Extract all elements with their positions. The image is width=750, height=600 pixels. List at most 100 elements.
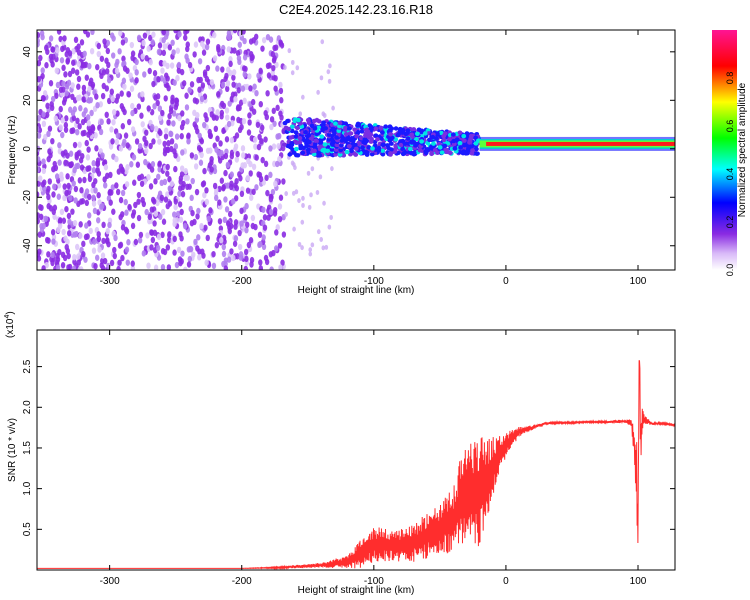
heatmap-cell <box>120 39 126 46</box>
heatmap-cell <box>218 225 224 232</box>
heatmap-cell <box>63 159 68 167</box>
colorbar-tick-label: 0.2 <box>725 216 735 229</box>
heatmap-cell <box>157 160 162 167</box>
heatmap-cell <box>75 117 80 125</box>
heatmap-cell <box>77 266 82 270</box>
heatmap-cell <box>272 44 277 52</box>
heatmap-cell <box>161 49 167 57</box>
spectrogram-x-tick-label: 0 <box>503 276 509 287</box>
heatmap-cell <box>297 198 301 204</box>
heatmap-cell <box>37 191 40 198</box>
heatmap-cell <box>219 177 225 184</box>
heatmap-cell <box>223 169 228 177</box>
heatmap-cell <box>75 243 80 251</box>
heatmap-cell <box>197 58 203 65</box>
heatmap-cell <box>383 124 389 129</box>
heatmap-cell <box>343 132 349 137</box>
heatmap-cell <box>237 229 242 237</box>
heatmap-cell <box>55 47 60 54</box>
heatmap-cell <box>251 163 257 171</box>
heatmap-cell <box>290 59 295 65</box>
heatmap-cell <box>202 167 207 175</box>
heatmap-cell <box>167 112 172 120</box>
heatmap-cell <box>160 264 166 270</box>
heatmap-cell <box>144 55 149 62</box>
heatmap-cell <box>193 41 199 48</box>
heatmap-cell <box>277 155 282 163</box>
heatmap-cell <box>297 241 302 247</box>
heatmap-cell <box>172 211 177 218</box>
heatmap-cell <box>134 138 140 145</box>
heatmap-cell <box>61 228 66 236</box>
heatmap-cell <box>96 192 101 199</box>
heatmap-cell <box>260 156 265 164</box>
heatmap-cell <box>368 139 374 144</box>
heatmap-cell <box>177 201 183 208</box>
heatmap-cell <box>189 219 195 227</box>
heatmap-cell <box>62 35 67 42</box>
heatmap-cell <box>310 166 315 172</box>
heatmap-cell <box>129 161 134 168</box>
heatmap-cell <box>54 67 60 74</box>
heatmap-cell <box>172 79 177 86</box>
heatmap-cell <box>80 152 85 160</box>
snr-y-tick-label: 2.0 <box>22 400 33 414</box>
heatmap-cell <box>214 114 219 121</box>
heatmap-cell <box>121 55 126 62</box>
heatmap-cell <box>294 125 300 131</box>
heatmap-cell <box>214 146 219 153</box>
heatmap-cell <box>43 215 49 223</box>
heatmap-cell <box>118 196 124 204</box>
heatmap-cell <box>249 194 254 201</box>
heatmap-cell <box>155 99 160 107</box>
heatmap-cell <box>239 220 244 227</box>
heatmap-cell <box>215 65 220 72</box>
heatmap-cell <box>199 222 204 230</box>
heatmap-cell <box>464 131 470 136</box>
heatmap-cell <box>352 127 358 132</box>
heatmap-cell <box>322 200 326 206</box>
heatmap-cell <box>82 61 87 69</box>
heatmap-cell <box>117 48 122 55</box>
heatmap-cell <box>62 194 67 202</box>
heatmap-cell <box>66 212 72 220</box>
heatmap-cell <box>71 180 76 187</box>
heatmap-cell <box>180 149 185 156</box>
heatmap-cell <box>43 133 48 141</box>
heatmap-cell <box>268 195 274 203</box>
heatmap-cell <box>122 83 127 90</box>
heatmap-cell <box>225 85 230 93</box>
heatmap-cell <box>84 139 89 147</box>
heatmap-cell <box>76 43 81 50</box>
heatmap-cell <box>287 48 292 54</box>
snr-y-tick-label: 2.5 <box>22 359 33 373</box>
heatmap-cell <box>140 53 145 60</box>
heatmap-cell <box>441 133 447 139</box>
heatmap-cell <box>264 174 269 182</box>
heatmap-cell <box>61 64 66 72</box>
heatmap-cell <box>165 191 170 198</box>
heatmap-cell <box>463 151 469 156</box>
heatmap-cell <box>226 30 232 37</box>
heatmap-cell <box>44 111 50 119</box>
heatmap-cell <box>95 160 101 168</box>
heatmap-cell <box>285 118 290 124</box>
heatmap-cell <box>110 32 115 39</box>
heatmap-cell <box>91 160 96 167</box>
heatmap-cell <box>249 51 254 58</box>
heatmap-cell <box>84 199 90 207</box>
heatmap-cell <box>178 231 183 238</box>
heatmap-cell <box>368 132 374 137</box>
spectrogram-y-tick-label: -20 <box>22 190 33 205</box>
heatmap-cell <box>148 183 154 190</box>
heatmap-cell <box>47 125 53 132</box>
snr-y-tick-label: 0.5 <box>22 522 33 536</box>
heatmap-cell <box>202 69 208 76</box>
heatmap-cell <box>91 194 96 201</box>
heatmap-cell <box>37 217 40 225</box>
heatmap-cell <box>52 204 58 211</box>
heatmap-cell <box>189 81 195 88</box>
heatmap-cell <box>93 177 98 185</box>
heatmap-cell <box>37 31 41 39</box>
heatmap-cell <box>167 185 172 192</box>
